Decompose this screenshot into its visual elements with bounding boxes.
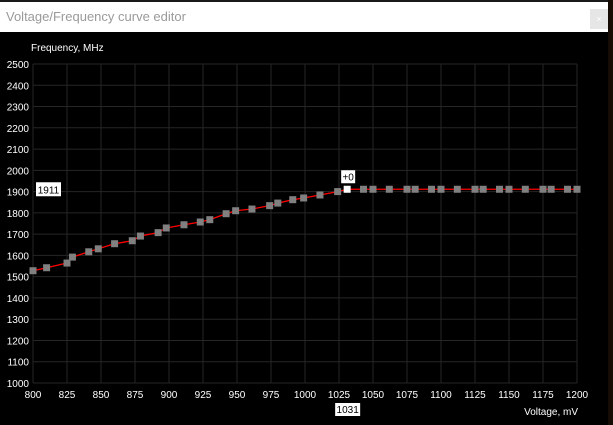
x-tick-label: 825 <box>59 390 76 401</box>
curve-point[interactable] <box>334 188 342 196</box>
curve-point[interactable] <box>128 237 136 245</box>
selection-labels: 1031 1911 +0 <box>36 170 361 416</box>
curve-point[interactable] <box>43 264 51 272</box>
x-tick-label: 925 <box>195 390 212 401</box>
curve-point[interactable] <box>29 267 37 275</box>
x-axis-label: Voltage, mV <box>524 407 578 418</box>
x-tick-label: 975 <box>263 390 280 401</box>
y-tick-label: 1100 <box>7 358 29 369</box>
y-tick-label: 1200 <box>7 336 30 347</box>
x-tick-label: 1075 <box>396 390 419 401</box>
x-tick-label: 1200 <box>566 390 589 401</box>
close-icon[interactable]: × <box>590 9 608 29</box>
y-tick-label: 2400 <box>7 81 30 92</box>
offset-label-bg <box>341 170 356 184</box>
title-bar[interactable]: Voltage/Frequency curve editor × <box>0 2 608 32</box>
y-tick-label: 2500 <box>7 60 30 71</box>
curve-point[interactable] <box>63 259 71 267</box>
selected-frequency-label: 1911 <box>38 185 60 196</box>
y-tick-label: 2100 <box>7 145 30 156</box>
curve-point[interactable] <box>154 229 162 237</box>
curve-point[interactable] <box>85 248 93 256</box>
y-tick-label: 1600 <box>7 251 30 262</box>
curve-point[interactable] <box>403 185 411 193</box>
curve-point[interactable] <box>437 185 445 193</box>
curve-point[interactable] <box>479 185 487 193</box>
curve-point[interactable] <box>206 216 214 224</box>
curve-point[interactable] <box>385 185 393 193</box>
curve-point[interactable] <box>316 191 324 199</box>
curve-point[interactable] <box>359 185 367 193</box>
curve-point[interactable] <box>300 194 308 202</box>
y-tick-label: 1500 <box>7 273 30 284</box>
curve-point[interactable] <box>427 185 435 193</box>
y-tick-label: 1800 <box>7 209 30 220</box>
curve-point[interactable] <box>248 205 256 213</box>
curve-point[interactable] <box>573 185 581 193</box>
x-tick-label: 1125 <box>464 390 486 401</box>
y-tick-label: 1300 <box>7 315 30 326</box>
curve-point[interactable] <box>289 196 297 204</box>
window-border <box>608 0 613 425</box>
x-tick-label: 1000 <box>294 390 317 401</box>
curve-point[interactable] <box>539 185 547 193</box>
window-title: Voltage/Frequency curve editor <box>6 9 186 24</box>
x-tick-label: 1150 <box>498 390 520 401</box>
y-tick-label: 1700 <box>7 230 30 241</box>
selected-voltage-label: 1031 <box>337 405 360 416</box>
curve-point[interactable] <box>411 185 419 193</box>
frequency-label-bg <box>36 182 61 197</box>
curve-point[interactable] <box>136 232 144 240</box>
curve-point[interactable] <box>274 199 282 207</box>
curve-point[interactable] <box>521 185 529 193</box>
curve-point[interactable] <box>563 185 571 193</box>
curve-point[interactable] <box>266 202 274 210</box>
curve-point[interactable] <box>471 185 479 193</box>
y-tick-label: 1900 <box>7 188 30 199</box>
y-tick-label: 1400 <box>7 294 30 305</box>
x-tick-label: 950 <box>229 390 246 401</box>
voltage-label-bg <box>335 403 361 416</box>
curve-point[interactable] <box>369 185 377 193</box>
x-tick-label: 800 <box>25 390 42 401</box>
x-tick-label: 875 <box>127 390 144 401</box>
y-tick-label: 2000 <box>7 166 30 177</box>
x-tick-label: 900 <box>161 390 178 401</box>
curve-point[interactable] <box>505 185 513 193</box>
curve-point[interactable] <box>68 253 76 261</box>
x-tick-label: 1175 <box>532 390 554 401</box>
curve-point[interactable] <box>196 218 204 226</box>
curve-point[interactable] <box>495 185 503 193</box>
curve-points <box>29 185 581 275</box>
curve-point[interactable] <box>547 185 555 193</box>
y-tick-label: 2200 <box>7 124 30 135</box>
grid <box>32 63 578 384</box>
x-ticks: 800 825 850 875 900 925 950 975 1000 1025 1050 1075… <box>25 390 589 401</box>
y-ticks: 1000 1100 1200 1300 1400 1500 1600 1700 1800 1900… <box>7 60 30 390</box>
y-tick-label: 1000 <box>7 379 30 390</box>
curve-point[interactable] <box>111 240 119 248</box>
curve-point[interactable] <box>453 185 461 193</box>
curve-point[interactable] <box>94 245 102 253</box>
curve-point[interactable] <box>180 221 188 229</box>
y-axis-label: Frequency, MHz <box>31 43 104 54</box>
selected-curve-point[interactable] <box>343 185 351 193</box>
y-tick-label: 2300 <box>7 103 30 114</box>
x-tick-label: 1050 <box>362 390 385 401</box>
curve-point[interactable] <box>232 207 240 215</box>
x-tick-label: 850 <box>93 390 110 401</box>
x-tick-label: 1025 <box>328 390 351 401</box>
top-strip <box>0 0 613 3</box>
x-tick-label: 1100 <box>430 390 452 401</box>
curve-point[interactable] <box>222 210 230 218</box>
offset-label: +0 <box>342 172 354 183</box>
curve-point[interactable] <box>162 224 170 232</box>
